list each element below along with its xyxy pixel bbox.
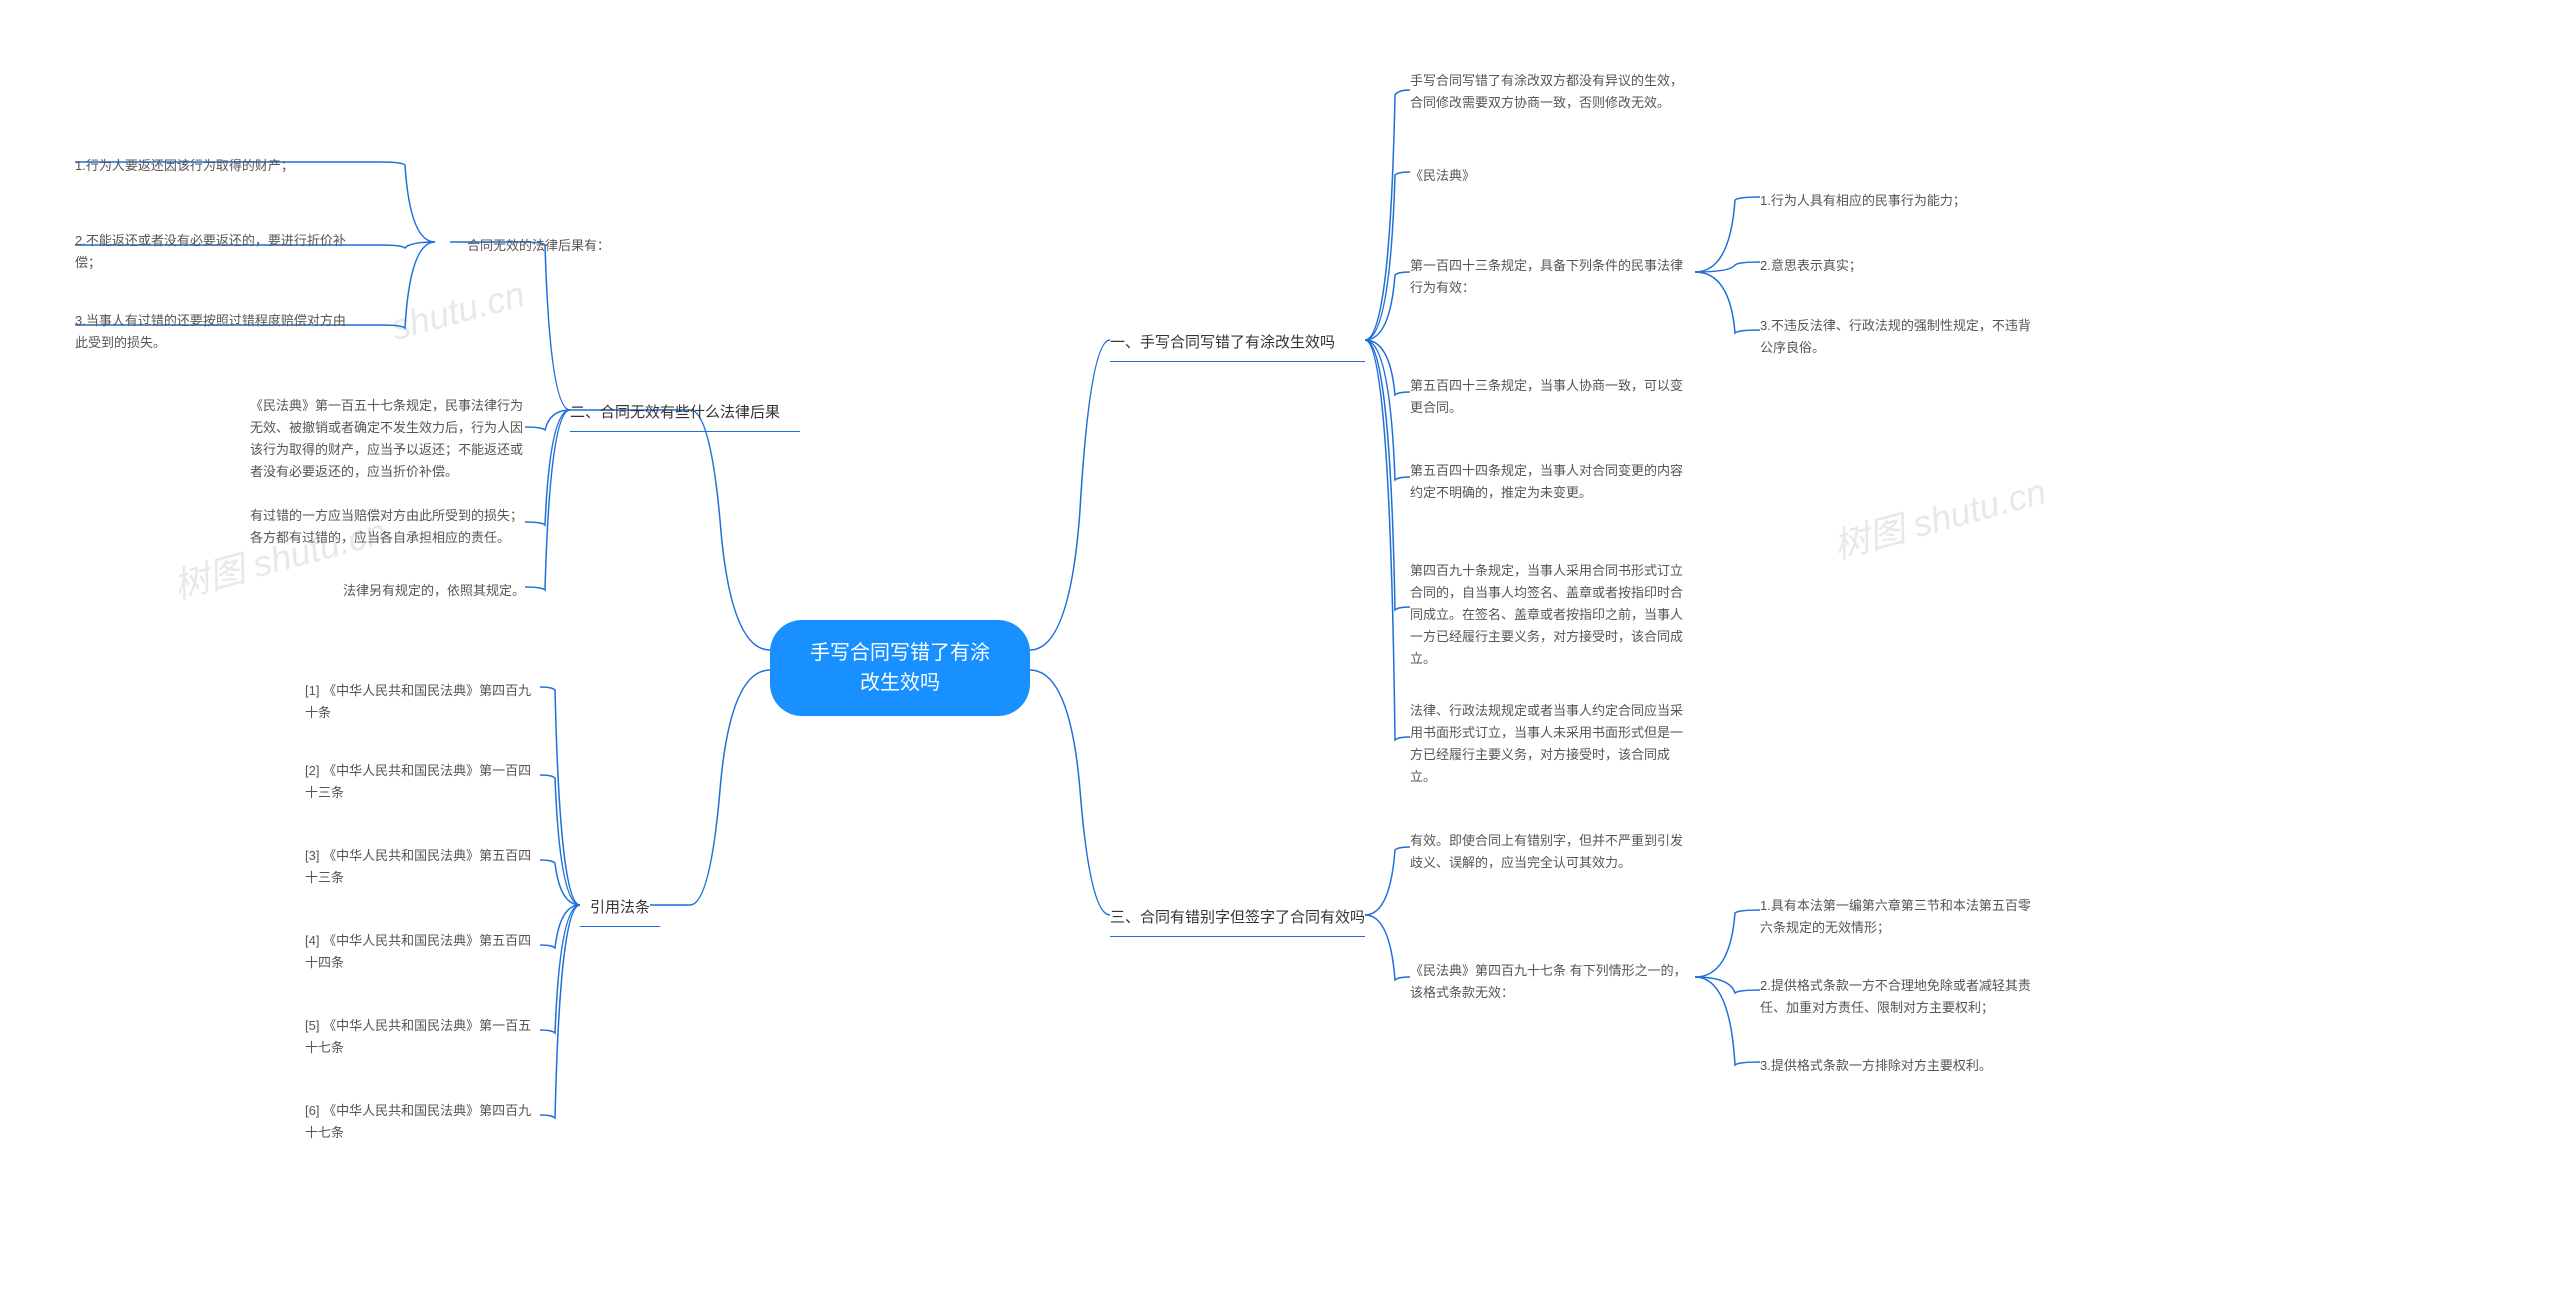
ref-2: [2] 《中华人民共和国民法典》第一百四十三条	[305, 760, 540, 804]
b1-leaf-1: 手写合同写错了有涂改双方都没有异议的生效，合同修改需要双方协商一致，否则修改无效…	[1410, 70, 1690, 114]
b2-leaf-1-3: 3.当事人有过错的还要按照过错程度赔偿对方由此受到的损失。	[75, 310, 355, 354]
b1-leaf-3-2: 2.意思表示真实；	[1760, 255, 1862, 277]
b1-leaf-4: 第五百四十三条规定，当事人协商一致，可以变更合同。	[1410, 375, 1690, 419]
b3-leaf-1: 有效。即使合同上有错别字，但并不严重到引发歧义、误解的，应当完全认可其效力。	[1410, 830, 1690, 874]
branch-ref[interactable]: 引用法条	[580, 890, 660, 927]
b1-leaf-3-3: 3.不违反法律、行政法规的强制性规定，不违背公序良俗。	[1760, 315, 2040, 359]
branch-1-label: 一、手写合同写错了有涂改生效吗	[1110, 334, 1335, 351]
watermark-1: shutu.cn	[387, 273, 529, 349]
b1-leaf-3-1: 1.行为人具有相应的民事行为能力；	[1760, 190, 1966, 212]
b1-leaf-6: 第四百九十条规定，当事人采用合同书形式订立合同的，自当事人均签名、盖章或者按指印…	[1410, 560, 1690, 670]
b3-leaf-2-1: 1.具有本法第一编第六章第三节和本法第五百零六条规定的无效情形；	[1760, 895, 2040, 939]
b3-leaf-2-3: 3.提供格式条款一方排除对方主要权利。	[1760, 1055, 1992, 1077]
ref-6: [6] 《中华人民共和国民法典》第四百九十七条	[305, 1100, 540, 1144]
watermark-3: 树图 shutu.cn	[1827, 463, 2051, 570]
b2-leaf-2: 《民法典》第一百五十七条规定，民事法律行为无效、被撤销或者确定不发生效力后，行为…	[250, 395, 530, 483]
b2-leaf-3: 有过错的一方应当赔偿对方由此所受到的损失；各方都有过错的，应当各自承担相应的责任…	[250, 505, 530, 549]
branch-1[interactable]: 一、手写合同写错了有涂改生效吗	[1110, 325, 1365, 362]
ref-3: [3] 《中华人民共和国民法典》第五百四十三条	[305, 845, 540, 889]
b2-leaf-1-2: 2.不能返还或者没有必要返还的，要进行折价补偿；	[75, 230, 355, 274]
center-node[interactable]: 手写合同写错了有涂改生效吗	[770, 620, 1030, 716]
b2-leaf-1: 合同无效的法律后果有：	[450, 235, 610, 257]
branch-3[interactable]: 三、合同有错别字但签字了合同有效吗	[1110, 900, 1365, 937]
ref-1: [1] 《中华人民共和国民法典》第四百九十条	[305, 680, 540, 724]
ref-4: [4] 《中华人民共和国民法典》第五百四十四条	[305, 930, 540, 974]
b1-leaf-3: 第一百四十三条规定，具备下列条件的民事法律行为有效：	[1410, 255, 1690, 299]
branch-3-label: 三、合同有错别字但签字了合同有效吗	[1110, 909, 1365, 926]
branch-2[interactable]: 二、合同无效有些什么法律后果	[570, 395, 800, 432]
b1-leaf-2: 《民法典》	[1410, 165, 1475, 187]
b3-leaf-2: 《民法典》第四百九十七条 有下列情形之一的，该格式条款无效：	[1410, 960, 1690, 1004]
b2-leaf-1-1: 1.行为人要返还因该行为取得的财产；	[75, 155, 355, 177]
ref-5: [5] 《中华人民共和国民法典》第一百五十七条	[305, 1015, 540, 1059]
branch-ref-label: 引用法条	[590, 899, 650, 916]
b3-leaf-2-2: 2.提供格式条款一方不合理地免除或者减轻其责任、加重对方责任、限制对方主要权利；	[1760, 975, 2040, 1019]
center-title: 手写合同写错了有涂改生效吗	[810, 642, 990, 694]
mindmap-canvas: shutu.cn 树图 shutu.cn 树图 shutu.cn 手写合同写错了…	[0, 0, 2560, 1303]
b1-leaf-7: 法律、行政法规规定或者当事人约定合同应当采用书面形式订立，当事人未采用书面形式但…	[1410, 700, 1690, 788]
b1-leaf-5: 第五百四十四条规定，当事人对合同变更的内容约定不明确的，推定为未变更。	[1410, 460, 1690, 504]
branch-2-label: 二、合同无效有些什么法律后果	[570, 404, 780, 421]
b2-leaf-4: 法律另有规定的，依照其规定。	[325, 580, 525, 602]
